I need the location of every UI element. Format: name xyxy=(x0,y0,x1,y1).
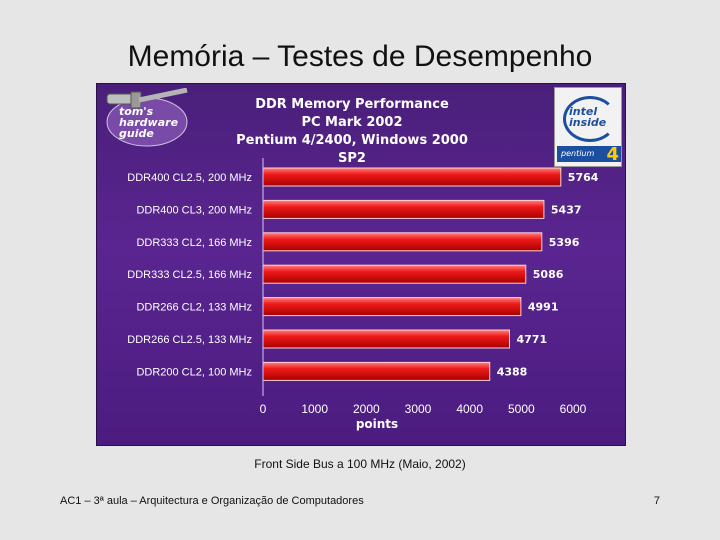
category-label: DDR266 CL2, 133 MHz xyxy=(136,302,252,314)
hammer-icon xyxy=(106,87,188,147)
x-tick-label: 4000 xyxy=(456,402,483,416)
pentium-band: pentium xyxy=(557,146,621,162)
x-axis-label: points xyxy=(356,417,398,431)
toms-hardware-logo: tom's hardware guide xyxy=(101,87,189,152)
bar xyxy=(262,264,527,284)
category-label: DDR333 CL2.5, 166 MHz xyxy=(127,269,252,281)
x-tick-label: 3000 xyxy=(405,402,432,416)
value-label: 4771 xyxy=(517,333,548,346)
chart-title: DDR Memory Performance PC Mark 2002 Pent… xyxy=(227,96,477,168)
logo-line: guide xyxy=(119,127,154,140)
logo-line: tom's xyxy=(119,105,154,118)
x-tick-label: 1000 xyxy=(301,402,328,416)
page-number: 7 xyxy=(653,495,660,507)
category-label: DDR400 CL2.5, 200 MHz xyxy=(127,172,252,184)
chart-title-line: DDR Memory Performance xyxy=(255,97,449,112)
bar xyxy=(262,297,522,317)
slide-title: Memória – Testes de Desempenho xyxy=(127,40,593,73)
intel-swirl-icon xyxy=(563,96,617,142)
bar xyxy=(262,361,491,381)
intel-inside-badge: intel inside pentium 4 xyxy=(554,87,622,167)
chart-panel: tom's hardware guide DDR Memory Performa… xyxy=(96,83,626,446)
value-label: 5764 xyxy=(568,171,599,184)
category-label: DDR200 CL2, 100 MHz xyxy=(136,366,252,378)
value-label: 4388 xyxy=(497,365,528,378)
x-tick-label: 2000 xyxy=(353,402,380,416)
slide-footer: AC1 – 3ª aula – Arquitectura e Organizaç… xyxy=(60,495,364,507)
category-label: DDR333 CL2, 166 MHz xyxy=(136,237,252,249)
x-tick-label: 5000 xyxy=(508,402,535,416)
category-label: DDR400 CL3, 200 MHz xyxy=(136,204,252,216)
slide-caption: Front Side Bus a 100 MHz (Maio, 2002) xyxy=(254,457,466,471)
intel-brand-text: intel inside xyxy=(569,105,607,129)
value-label: 4991 xyxy=(528,301,559,314)
value-label: 5396 xyxy=(549,236,580,249)
value-label: 5086 xyxy=(533,268,564,281)
bar xyxy=(262,329,511,349)
chart-title-line: PC Mark 2002 xyxy=(301,115,403,130)
bar xyxy=(262,232,543,252)
bar xyxy=(262,167,562,187)
x-tick-label: 0 xyxy=(260,402,267,416)
bar xyxy=(262,199,545,219)
x-tick-label: 6000 xyxy=(560,402,587,416)
value-label: 5437 xyxy=(551,203,582,216)
category-label: DDR266 CL2.5, 133 MHz xyxy=(127,334,252,346)
bar-chart: DDR400 CL2.5, 200 MHz 5764 DDR400 CL3, 200… xyxy=(127,158,599,431)
logo-line: hardware xyxy=(119,116,179,129)
chart-title-line: Pentium 4/2400, Windows 2000 SP2 xyxy=(236,133,468,166)
pentium-version: 4 xyxy=(606,144,619,165)
